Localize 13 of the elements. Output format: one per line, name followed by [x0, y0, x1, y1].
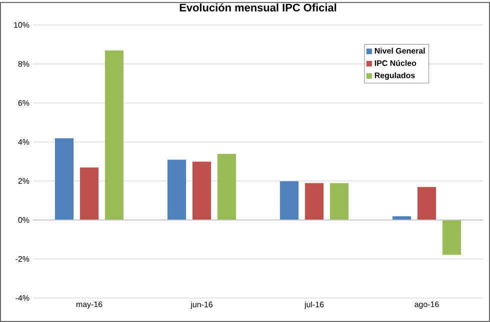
bar	[217, 153, 236, 220]
bar	[167, 159, 186, 220]
chart-title: Evolución mensual IPC Oficial	[180, 3, 336, 12]
bar	[442, 220, 462, 256]
bar	[104, 50, 124, 220]
bar	[192, 161, 212, 220]
bar	[80, 167, 99, 220]
bar	[280, 180, 299, 220]
bar	[417, 186, 436, 220]
bar	[392, 216, 412, 220]
bar	[330, 182, 349, 220]
bar	[304, 182, 324, 220]
bar	[54, 138, 74, 220]
